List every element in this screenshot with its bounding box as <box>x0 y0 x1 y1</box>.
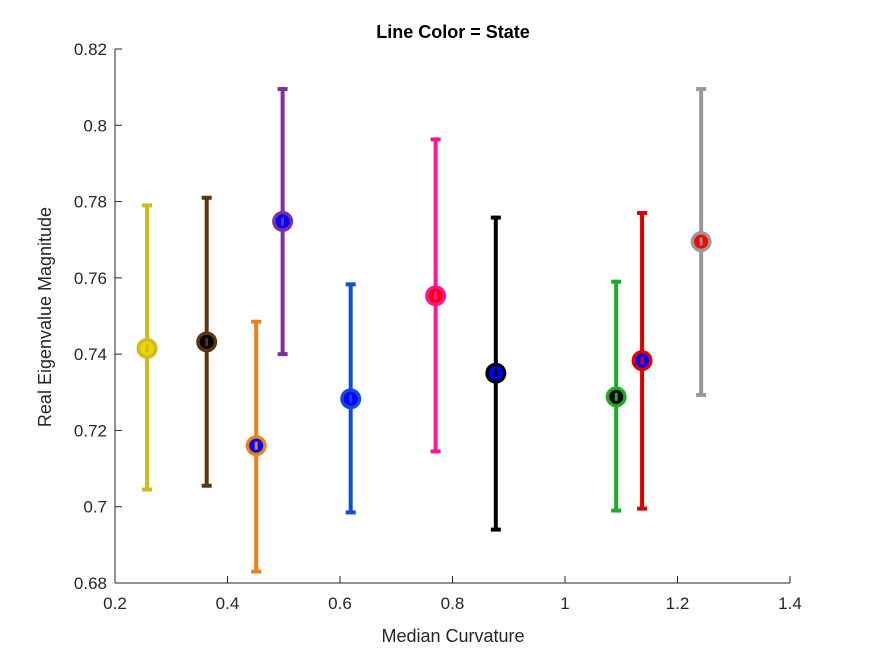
y-tick-label: 0.78 <box>74 193 107 212</box>
data-marks <box>136 87 712 574</box>
errorbar-group-4 <box>272 87 294 357</box>
errorbar-group-1 <box>136 203 158 492</box>
x-tick-label: 0.4 <box>216 594 240 613</box>
x-tick-label: 1.4 <box>778 594 802 613</box>
x-tick-label: 0.8 <box>441 594 465 613</box>
y-tick-label: 0.82 <box>74 40 107 59</box>
y-axis-label: Real Eigenvalue Magnitude <box>35 207 55 427</box>
errorbar-group-6 <box>425 137 447 454</box>
y-tick-label: 0.7 <box>83 498 107 517</box>
errorbar-group-5 <box>340 282 362 515</box>
y-tick-label: 0.72 <box>74 421 107 440</box>
errorbar-group-8 <box>605 279 627 513</box>
errorbar-group-10 <box>690 87 712 397</box>
y-tick-label: 0.74 <box>74 345 107 364</box>
x-axis-label: Median Curvature <box>381 626 524 646</box>
errorbar-group-9 <box>631 211 653 511</box>
errorbar-group-2 <box>196 195 218 488</box>
x-tick-label: 1.2 <box>666 594 690 613</box>
y-tick-label: 0.76 <box>74 269 107 288</box>
errorbar-group-3 <box>245 319 267 574</box>
chart-title: Line Color = State <box>376 22 530 42</box>
x-tick-label: 1 <box>560 594 569 613</box>
x-tick-label: 0.2 <box>103 594 127 613</box>
errorbar-group-7 <box>485 215 507 532</box>
x-tick-label: 0.6 <box>328 594 352 613</box>
y-tick-label: 0.68 <box>74 574 107 593</box>
y-tick-label: 0.8 <box>83 116 107 135</box>
axes: 0.2 0.4 0.6 0.8 1 1.2 1.4 0.68 0.7 0.72 0.74 0.76 0.… <box>74 40 802 613</box>
